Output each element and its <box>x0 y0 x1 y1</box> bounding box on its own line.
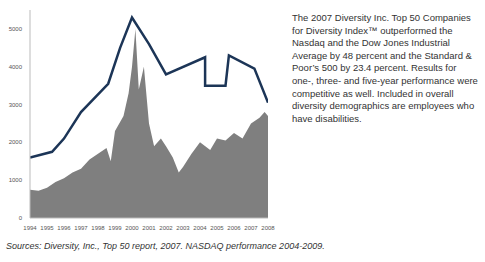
svg-text:2008: 2008 <box>261 225 275 231</box>
svg-text:2003: 2003 <box>176 225 190 231</box>
svg-text:2000: 2000 <box>9 139 23 145</box>
svg-text:1998: 1998 <box>91 225 105 231</box>
svg-text:1997: 1997 <box>74 225 88 231</box>
svg-text:1994: 1994 <box>23 225 37 231</box>
svg-text:1999: 1999 <box>108 225 122 231</box>
svg-text:1996: 1996 <box>57 225 71 231</box>
html-text:Sources: Diversity, Inc., Top: Sources: Diversity, Inc., Top 50 report,… <box>6 241 325 251</box>
html-text:The 2007 Diversity Inc. Top 50: The 2007 Diversity Inc. Top 50 Companies… <box>292 12 478 124</box>
svg-text:1000: 1000 <box>9 177 23 183</box>
svg-text:2005: 2005 <box>210 225 224 231</box>
svg-text:2006: 2006 <box>227 225 241 231</box>
svg-text:3000: 3000 <box>9 102 23 108</box>
svg-text:2004: 2004 <box>193 225 207 231</box>
svg-text:2000: 2000 <box>125 225 139 231</box>
svg-text:5000: 5000 <box>9 26 23 32</box>
svg-text:1995: 1995 <box>40 225 54 231</box>
svg-text:2002: 2002 <box>159 225 173 231</box>
svg-text:4000: 4000 <box>9 64 23 70</box>
svg-text:2001: 2001 <box>142 225 156 231</box>
svg-text:2007: 2007 <box>244 225 258 231</box>
svg-text:0: 0 <box>19 215 23 221</box>
